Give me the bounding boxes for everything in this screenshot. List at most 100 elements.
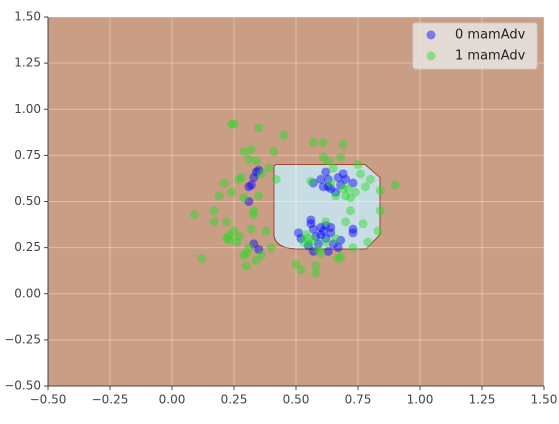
point xyxy=(321,233,331,243)
point xyxy=(336,235,346,245)
point xyxy=(244,182,254,192)
point xyxy=(244,154,254,164)
point xyxy=(306,219,316,229)
point xyxy=(346,206,356,216)
point xyxy=(301,230,311,240)
point xyxy=(328,239,338,249)
point xyxy=(241,261,251,271)
y-tick-label: 0.25 xyxy=(14,240,41,254)
point xyxy=(308,246,318,256)
point xyxy=(271,174,281,184)
point xyxy=(355,169,365,179)
point xyxy=(254,123,264,133)
point xyxy=(321,220,331,230)
point xyxy=(323,156,333,166)
point xyxy=(331,233,341,243)
point xyxy=(353,160,363,170)
point xyxy=(227,119,237,129)
point xyxy=(313,239,323,249)
point xyxy=(328,163,338,173)
point xyxy=(249,173,259,183)
point xyxy=(311,261,321,271)
point xyxy=(298,237,308,247)
legend-marker xyxy=(426,30,436,40)
point xyxy=(308,224,318,234)
point xyxy=(229,119,239,129)
point xyxy=(222,217,232,227)
point xyxy=(336,252,346,262)
x-tick-label: 1.00 xyxy=(407,393,434,407)
point xyxy=(311,232,321,242)
point xyxy=(348,178,358,188)
point xyxy=(254,191,264,201)
x-tick-label: −0.50 xyxy=(30,393,67,407)
point xyxy=(326,178,336,188)
y-tick-label: 0.75 xyxy=(14,148,41,162)
point xyxy=(296,233,306,243)
point xyxy=(348,243,358,253)
point xyxy=(227,187,237,197)
point xyxy=(358,219,368,229)
legend: 0 mamAdv 1 mamAdv xyxy=(412,22,538,70)
point xyxy=(291,259,301,269)
point xyxy=(311,268,321,278)
x-tick-label: 0.50 xyxy=(283,393,310,407)
x-tick-label: 0.00 xyxy=(159,393,186,407)
point xyxy=(293,228,303,238)
point xyxy=(266,243,276,253)
point xyxy=(373,226,383,236)
points xyxy=(189,119,400,278)
point xyxy=(321,237,331,247)
point xyxy=(246,180,256,190)
point xyxy=(375,185,385,195)
point xyxy=(318,152,328,162)
point xyxy=(338,184,348,194)
point xyxy=(219,178,229,188)
point xyxy=(244,197,254,206)
grid xyxy=(47,16,545,387)
point xyxy=(346,193,356,203)
point xyxy=(251,167,261,177)
y-tick-label: 0.50 xyxy=(14,194,41,208)
point xyxy=(341,191,351,201)
point xyxy=(303,233,313,243)
point xyxy=(249,206,259,216)
legend-label: 0 mamAdv xyxy=(455,28,526,43)
point xyxy=(365,174,375,184)
point xyxy=(244,243,254,253)
point xyxy=(214,191,224,201)
point xyxy=(303,239,313,249)
point xyxy=(318,182,328,192)
point xyxy=(231,237,241,247)
point xyxy=(256,250,266,260)
point xyxy=(326,228,336,238)
legend-marker xyxy=(426,51,436,61)
point xyxy=(224,235,234,245)
point xyxy=(254,244,264,254)
point xyxy=(321,167,331,177)
y-tick-label: −0.50 xyxy=(4,379,41,393)
point xyxy=(331,191,341,201)
point xyxy=(251,156,261,166)
point xyxy=(246,224,256,234)
x-tick-label: 1.25 xyxy=(469,393,496,407)
point xyxy=(316,230,326,240)
x-tick-label: 0.75 xyxy=(345,393,372,407)
point xyxy=(224,230,234,240)
point xyxy=(348,224,358,234)
point xyxy=(360,182,370,192)
legend-box xyxy=(412,22,538,70)
point xyxy=(326,184,336,194)
point xyxy=(336,152,346,162)
x-tick-label: 1.50 xyxy=(531,393,558,407)
point xyxy=(249,209,259,219)
point xyxy=(269,147,279,157)
point xyxy=(323,246,333,256)
point xyxy=(239,147,249,157)
point xyxy=(234,174,244,184)
point xyxy=(351,187,361,197)
legend-label: 1 mamAdv xyxy=(455,49,526,64)
point xyxy=(308,178,318,188)
point xyxy=(318,137,328,147)
